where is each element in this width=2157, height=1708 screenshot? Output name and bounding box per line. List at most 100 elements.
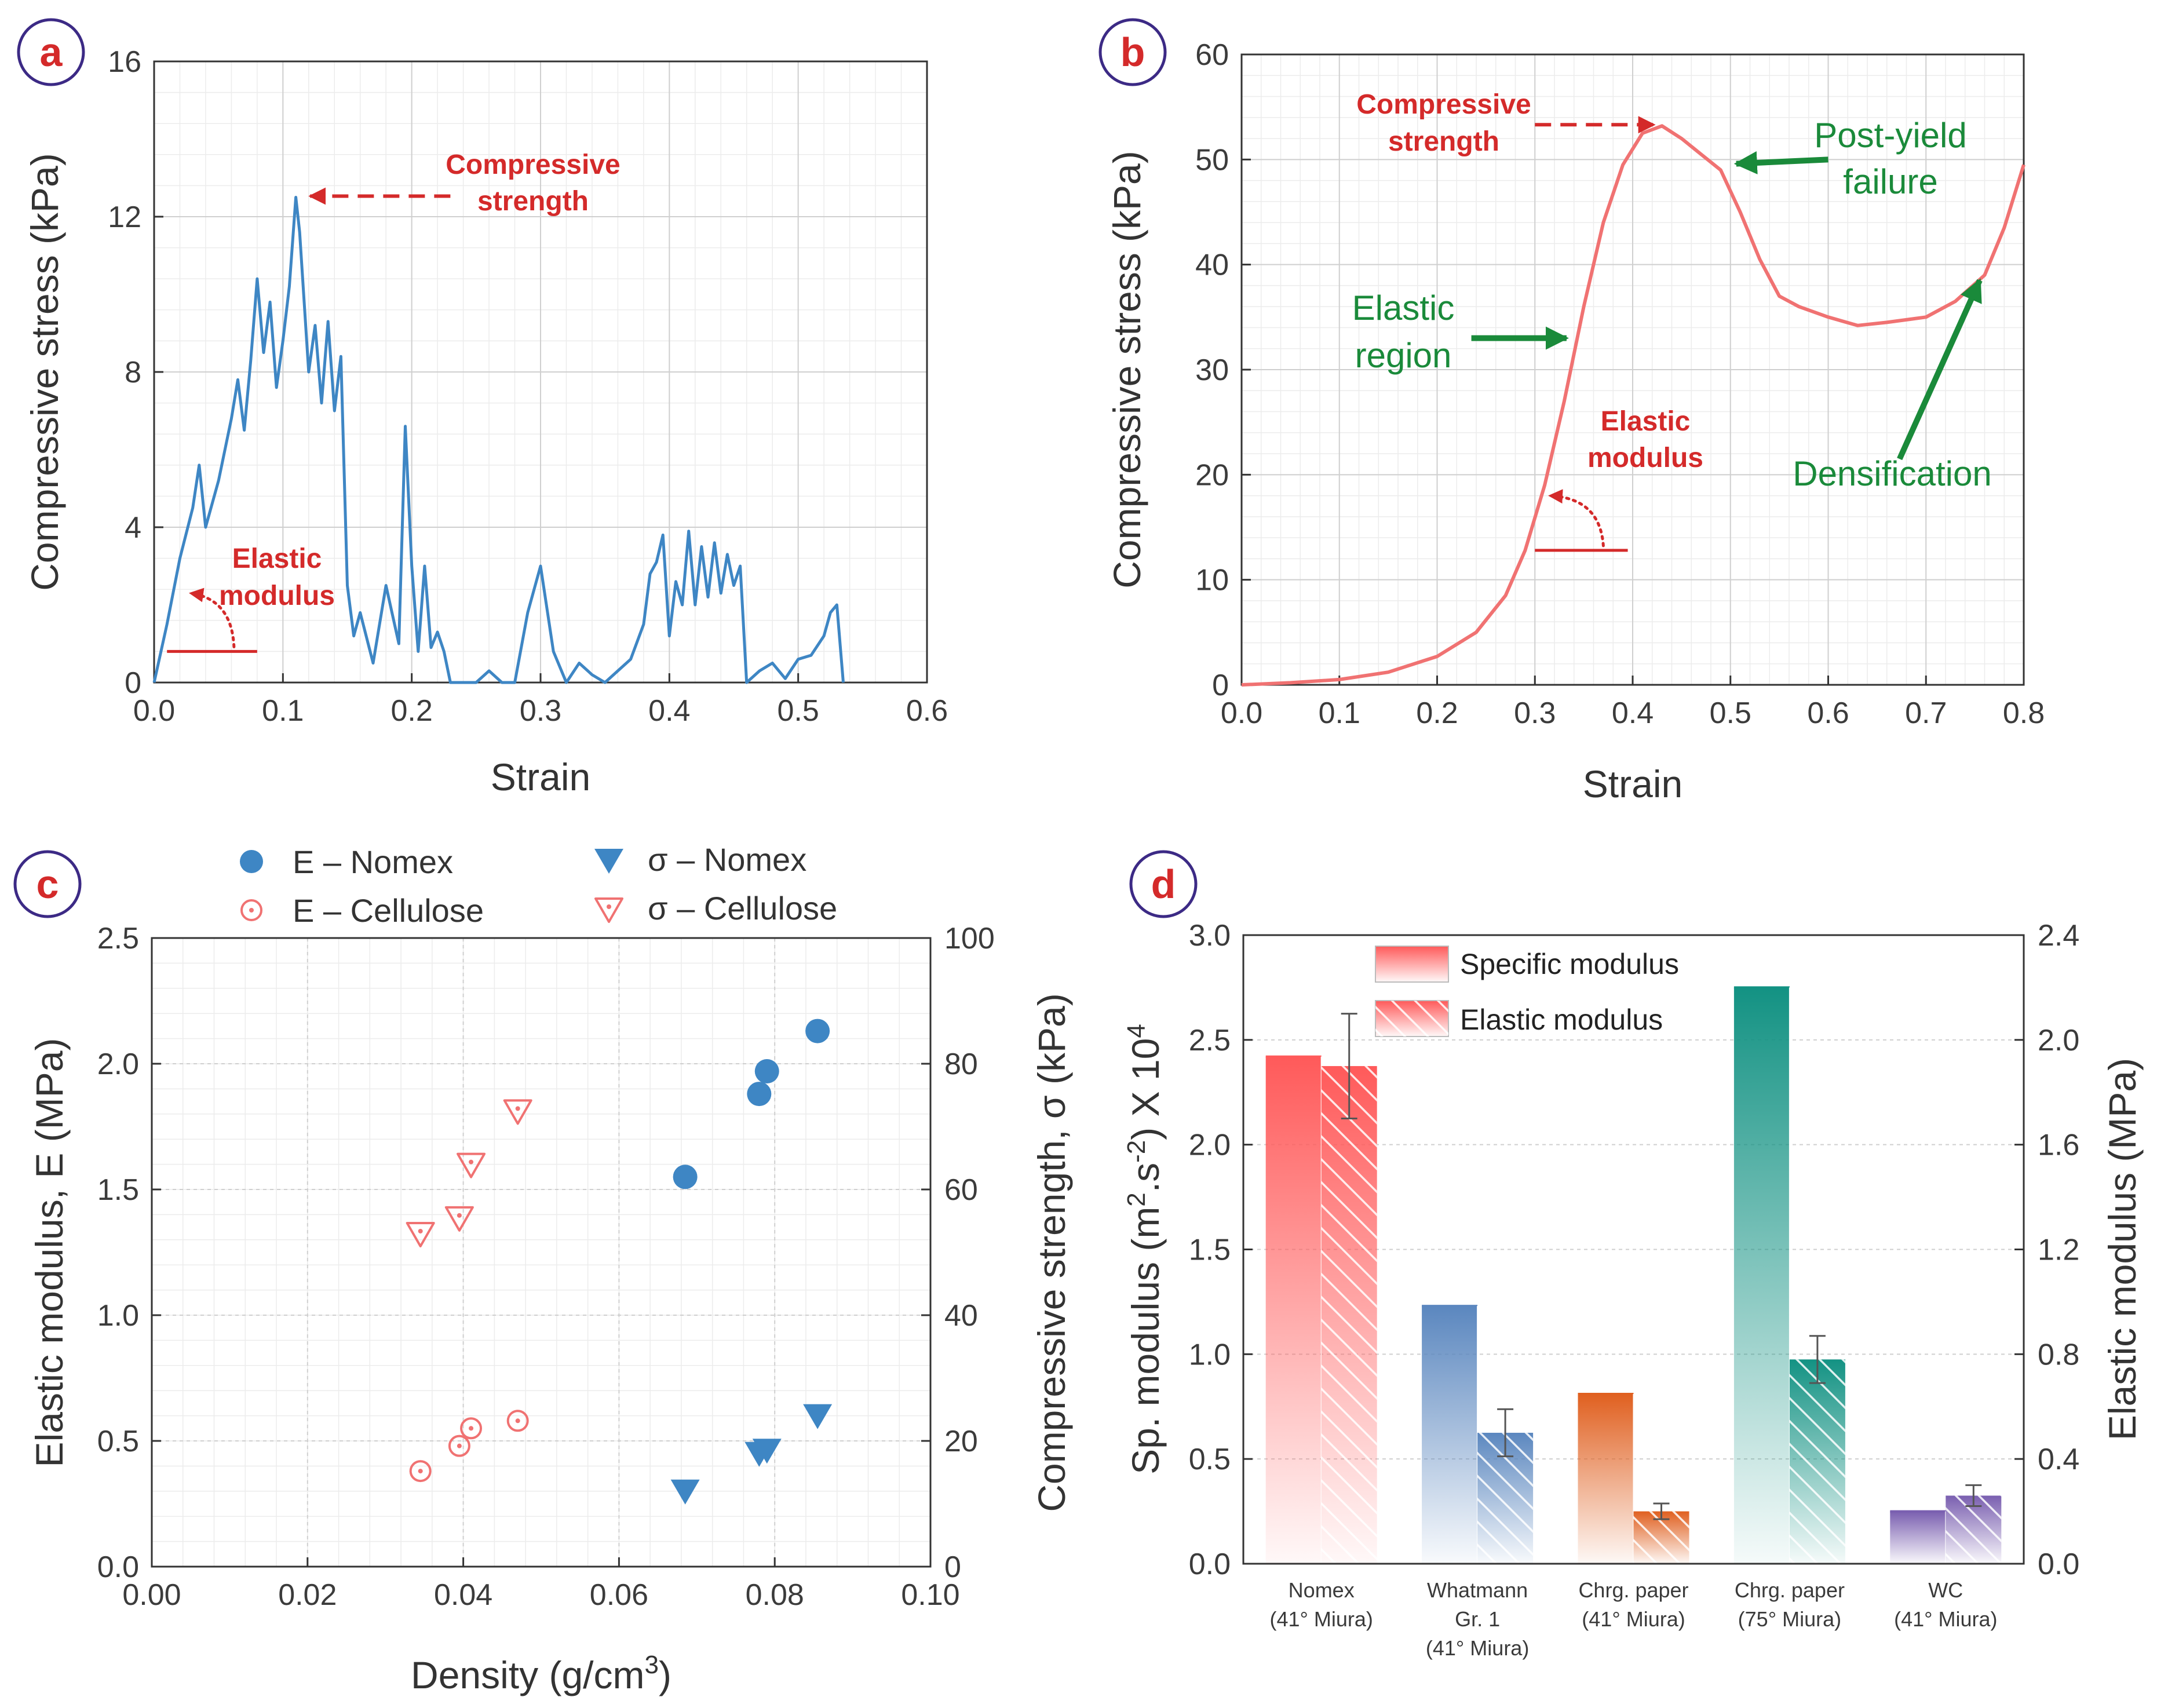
panel-c-y2-tick-label: 40 bbox=[944, 1299, 978, 1333]
category-label: (41° Miura) bbox=[1426, 1636, 1529, 1660]
point-e-cellulose-dot bbox=[418, 1469, 423, 1474]
panel-d-legend: Specific modulus Elastic modulus bbox=[1375, 946, 1679, 1037]
panel-b-x-tick-label: 0.4 bbox=[1612, 696, 1654, 730]
bar-elastic-modulus-hatch bbox=[1633, 1511, 1689, 1564]
panel-d-badge: d bbox=[1129, 850, 1198, 918]
panel-b-x-tick-label: 0.8 bbox=[2003, 696, 2045, 730]
panel-a-modulus-arrow bbox=[188, 587, 236, 648]
panel-c-x-tick-label: 0.06 bbox=[590, 1578, 648, 1612]
panel-a-ticks: 0.0 0.1 0.2 0.3 0.4 0.5 0.6 0 4 8 12 16 bbox=[108, 45, 948, 728]
legend-e-cellulose-marker bbox=[240, 899, 262, 921]
panel-d-y2-tick-label: 0.4 bbox=[2038, 1443, 2079, 1476]
point-sigma-cellulose-dot bbox=[469, 1159, 474, 1165]
panel-d-y-axis-title: Sp. modulus (m2.s-2) X 104 bbox=[1122, 1024, 1167, 1475]
panel-b-x-tick-label: 0.0 bbox=[1221, 696, 1262, 730]
panel-b-x-axis-title: Strain bbox=[1583, 762, 1682, 805]
panel-a-strength-label-2: strength bbox=[477, 186, 589, 217]
legend-elastic-modulus-hatch bbox=[1375, 1001, 1448, 1037]
panel-d-chart: 0.0 0.5 1.0 1.5 2.0 2.5 3.0 0.0 0.4 0.8 1.2 1.6 2.0 2… bbox=[1122, 850, 2144, 1660]
panel-a-strength-label-1: Compressive bbox=[446, 149, 620, 180]
point-e-cellulose bbox=[506, 1410, 529, 1432]
panel-c-x-title-sup: 3 bbox=[644, 1651, 658, 1679]
legend-sigma-cellulose-marker-dot bbox=[607, 904, 611, 909]
category-label: (75° Miura) bbox=[1738, 1607, 1841, 1631]
panel-d-bars bbox=[1265, 986, 2002, 1564]
point-e-nomex bbox=[673, 1165, 698, 1189]
panel-b-y-tick-label: 0 bbox=[1212, 669, 1229, 702]
panel-c-points bbox=[406, 1019, 833, 1505]
panel-b-elastic-region-label-1: Elastic bbox=[1352, 289, 1455, 327]
panel-c-badge: c bbox=[13, 850, 82, 918]
panel-c-x-tick-label: 0.02 bbox=[278, 1578, 337, 1612]
legend-e-cellulose-label: E – Cellulose bbox=[293, 892, 484, 929]
panel-d-y-tick-label: 0.0 bbox=[1189, 1548, 1231, 1581]
legend-e-nomex-marker bbox=[240, 850, 263, 873]
panel-c-y-tick-label: 1.5 bbox=[97, 1173, 139, 1207]
bar-elastic-modulus-hatch bbox=[1789, 1359, 1845, 1564]
bar-specific-modulus bbox=[1265, 1056, 1322, 1564]
category-label: (41° Miura) bbox=[1269, 1607, 1373, 1631]
panel-c-letter: c bbox=[37, 862, 59, 907]
panel-a-y-tick-label: 4 bbox=[125, 511, 141, 545]
panel-b-modulus-arrow bbox=[1548, 489, 1605, 548]
panel-d-y2-tick-label: 0.0 bbox=[2038, 1548, 2079, 1581]
category-label: (41° Miura) bbox=[1894, 1607, 1997, 1631]
panel-a-chart: 0.0 0.1 0.2 0.3 0.4 0.5 0.6 0 4 8 12 16 Compressive… bbox=[17, 18, 948, 798]
panel-c-chart: 0.00 0.02 0.04 0.06 0.08 0.10 0.0 0.5 1.0 1.5 2.0 2… bbox=[13, 841, 1073, 1696]
panel-d-y2-tick-label: 2.0 bbox=[2038, 1024, 2079, 1057]
panel-c-grid bbox=[152, 938, 930, 1567]
panel-a-x-tick-label: 0.1 bbox=[262, 694, 304, 728]
panel-d-y2-tick-label: 0.8 bbox=[2038, 1338, 2079, 1371]
category-label: Chrg. paper bbox=[1735, 1578, 1845, 1602]
panel-d-y-tick-label: 1.5 bbox=[1189, 1233, 1231, 1267]
panel-d-category-labels: Nomex (41° Miura) Whatmann Gr. 1 (41° Miura)… bbox=[1269, 1578, 1997, 1660]
panel-c-y-tick-label: 2.0 bbox=[97, 1048, 139, 1081]
panel-b-y-tick-label: 10 bbox=[1195, 564, 1229, 597]
panel-a-modulus-label-2: modulus bbox=[219, 581, 335, 611]
panel-b-y-tick-label: 30 bbox=[1195, 353, 1229, 387]
panel-a-letter: a bbox=[40, 30, 63, 75]
panel-b-x-tick-label: 0.6 bbox=[1807, 696, 1849, 730]
panel-a-x-tick-label: 0.5 bbox=[778, 694, 819, 728]
panel-b-post-yield-label-2: failure bbox=[1843, 162, 1937, 201]
point-sigma-cellulose bbox=[457, 1152, 486, 1178]
panel-a-y-tick-label: 12 bbox=[108, 200, 141, 234]
panel-c-y2-tick-label: 60 bbox=[944, 1173, 978, 1207]
panel-b-y-tick-label: 40 bbox=[1195, 249, 1229, 282]
category-label: WC bbox=[1928, 1578, 1963, 1602]
panel-b-ticks: 0.0 0.1 0.2 0.3 0.4 0.5 0.6 0.7 0.8 0 10 20 30 40 50 60 bbox=[1195, 38, 2045, 730]
panel-c-x-tick-label: 0.04 bbox=[434, 1578, 492, 1612]
panel-d-y-title-c: ) X 10 bbox=[1124, 1038, 1167, 1140]
panel-c-y2-tick-label: 20 bbox=[944, 1425, 978, 1458]
panel-a-x-tick-label: 0.6 bbox=[906, 694, 948, 728]
panel-a-series-line bbox=[152, 196, 845, 684]
panel-b-post-yield-arrow bbox=[1733, 151, 1828, 174]
panel-d-y-tick-label: 2.5 bbox=[1189, 1024, 1231, 1057]
point-e-cellulose-dot bbox=[515, 1418, 520, 1424]
panel-d-y-title-a: Sp. modulus (m bbox=[1124, 1207, 1167, 1475]
point-sigma-nomex bbox=[752, 1439, 782, 1464]
legend-sigma-nomex-label: σ – Nomex bbox=[648, 841, 806, 878]
point-e-cellulose bbox=[448, 1435, 470, 1457]
panel-b-series-line bbox=[1241, 124, 2025, 687]
panel-d-y-title-sup2: -2 bbox=[1122, 1140, 1151, 1163]
point-sigma-cellulose-dot bbox=[457, 1213, 462, 1218]
panel-b-x-tick-label: 0.2 bbox=[1416, 696, 1458, 730]
panel-b-x-tick-label: 0.7 bbox=[1905, 696, 1947, 730]
point-e-nomex bbox=[754, 1059, 779, 1084]
point-e-nomex bbox=[805, 1019, 830, 1043]
panel-a-y-tick-label: 16 bbox=[108, 45, 141, 79]
point-sigma-nomex bbox=[803, 1404, 833, 1429]
panel-a-x-tick-label: 0.2 bbox=[391, 694, 433, 728]
panel-c-y2-tick-label: 0 bbox=[944, 1550, 961, 1584]
panel-b-elastic-region-label-2: region bbox=[1355, 336, 1452, 375]
category-label: Chrg. paper bbox=[1578, 1578, 1688, 1602]
point-sigma-nomex bbox=[670, 1479, 700, 1505]
panel-b-x-tick-label: 0.5 bbox=[1710, 696, 1751, 730]
panel-c-frame bbox=[151, 937, 932, 1568]
panel-b-y-tick-label: 20 bbox=[1195, 458, 1229, 492]
panel-b-modulus-label-2: modulus bbox=[1587, 443, 1703, 473]
panel-d-y2-tick-label: 1.2 bbox=[2038, 1233, 2079, 1267]
panel-b-x-tick-label: 0.1 bbox=[1319, 696, 1360, 730]
panel-b-y-tick-label: 50 bbox=[1195, 143, 1229, 177]
